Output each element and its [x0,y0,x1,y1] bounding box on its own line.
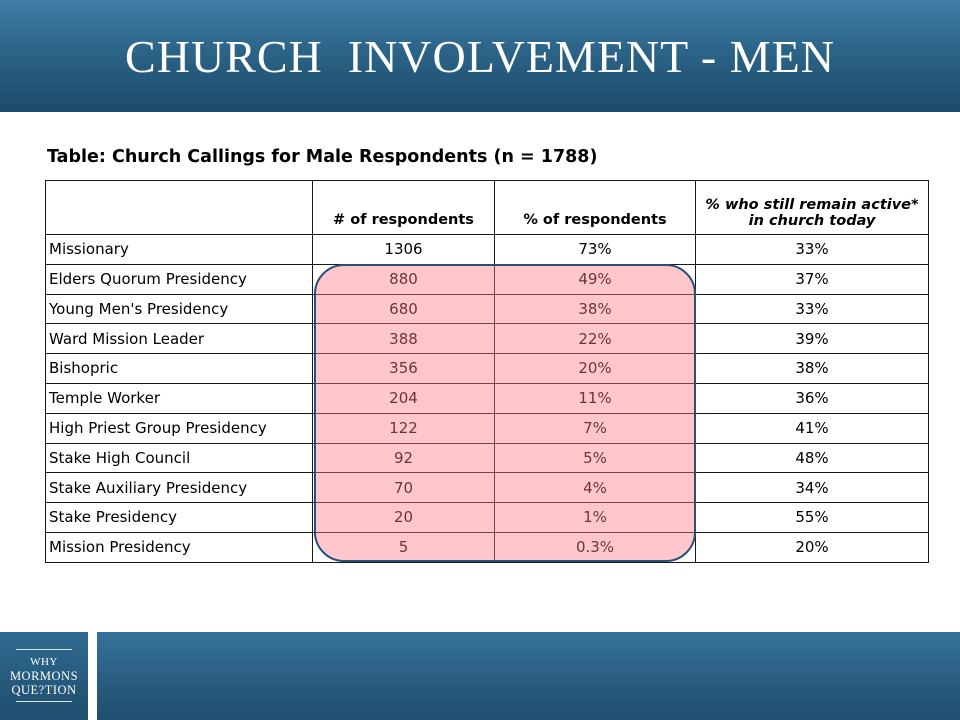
respondents-percent-cell: 38% [494,293,696,325]
column-header-calling [45,180,313,235]
footer-logo-panel: WHY MORMONS QUE?TION [0,632,88,720]
table-row: High Priest Group Presidency 122 7% 41% [45,412,929,444]
respondents-count-cell: 92 [312,442,495,474]
respondents-count-cell: 70 [312,472,495,504]
active-percent-cell: 36% [695,382,929,414]
active-percent-cell: 55% [695,502,929,533]
slide-title: CHURCH INVOLVEMENT - MEN [125,31,835,82]
table-row: Ward Mission Leader 388 22% 39% [45,323,929,355]
active-percent-cell: 33% [695,234,929,265]
logo-rule-bottom [16,701,72,702]
table-row: Mission Presidency 5 0.3% 20% [45,531,929,563]
calling-name-cell: Stake Auxiliary Presidency [45,472,313,504]
respondents-percent-cell: 73% [494,234,696,265]
respondents-percent-cell: 5% [494,442,696,474]
respondents-count-cell: 356 [312,353,495,384]
respondents-percent-cell: 20% [494,353,696,384]
calling-name-cell: High Priest Group Presidency [45,412,313,444]
active-percent-cell: 41% [695,412,929,444]
respondents-count-cell: 1306 [312,234,495,265]
respondents-count-cell: 5 [312,531,495,563]
active-percent-cell: 38% [695,353,929,384]
calling-name-cell: Stake Presidency [45,502,313,533]
calling-name-cell: Ward Mission Leader [45,323,313,355]
callings-table: # of respondents % of respondents % who … [45,180,929,563]
calling-name-cell: Mission Presidency [45,531,313,563]
column-header-respondents: # of respondents [312,180,495,235]
table-row: Elders Quorum Presidency 880 49% 37% [45,263,929,295]
respondents-percent-cell: 22% [494,323,696,355]
table-row: Stake Auxiliary Presidency 70 4% 34% [45,472,929,504]
calling-name-cell: Stake High Council [45,442,313,474]
table-header-row: # of respondents % of respondents % who … [45,180,929,235]
active-percent-cell: 48% [695,442,929,474]
respondents-percent-cell: 11% [494,382,696,414]
active-percent-cell: 34% [695,472,929,504]
respondents-count-cell: 122 [312,412,495,444]
respondents-percent-cell: 4% [494,472,696,504]
respondents-count-cell: 388 [312,323,495,355]
header-banner: CHURCH INVOLVEMENT - MEN [0,0,960,112]
active-percent-cell: 39% [695,323,929,355]
respondents-percent-cell: 1% [494,502,696,533]
active-percent-cell: 20% [695,531,929,563]
active-percent-cell: 37% [695,263,929,295]
active-percent-cell: 33% [695,293,929,325]
table-row: Bishopric 356 20% 38% [45,353,929,384]
column-header-percent: % of respondents [494,180,696,235]
respondents-percent-cell: 49% [494,263,696,295]
footer-band [97,632,960,720]
respondents-count-cell: 204 [312,382,495,414]
respondents-percent-cell: 7% [494,412,696,444]
table-row: Missionary 1306 73% 33% [45,234,929,265]
calling-name-cell: Elders Quorum Presidency [45,263,313,295]
logo-line-question: QUE?TION [11,683,77,697]
logo-line-why: WHY [30,656,58,668]
table-row: Young Men's Presidency 680 38% 33% [45,293,929,325]
table-row: Stake Presidency 20 1% 55% [45,502,929,533]
respondents-count-cell: 20 [312,502,495,533]
table-row: Stake High Council 92 5% 48% [45,442,929,474]
table-row: Temple Worker 204 11% 36% [45,382,929,414]
calling-name-cell: Bishopric [45,353,313,384]
column-header-active: % who still remain active* in church tod… [695,180,929,235]
calling-name-cell: Young Men's Presidency [45,293,313,325]
logo-rule-top [16,649,72,650]
respondents-percent-cell: 0.3% [494,531,696,563]
logo-line-mormons: MORMONS [9,669,79,683]
calling-name-cell: Temple Worker [45,382,313,414]
calling-name-cell: Missionary [45,234,313,265]
respondents-count-cell: 680 [312,293,495,325]
respondents-count-cell: 880 [312,263,495,295]
table-caption: Table: Church Callings for Male Responde… [47,147,598,167]
